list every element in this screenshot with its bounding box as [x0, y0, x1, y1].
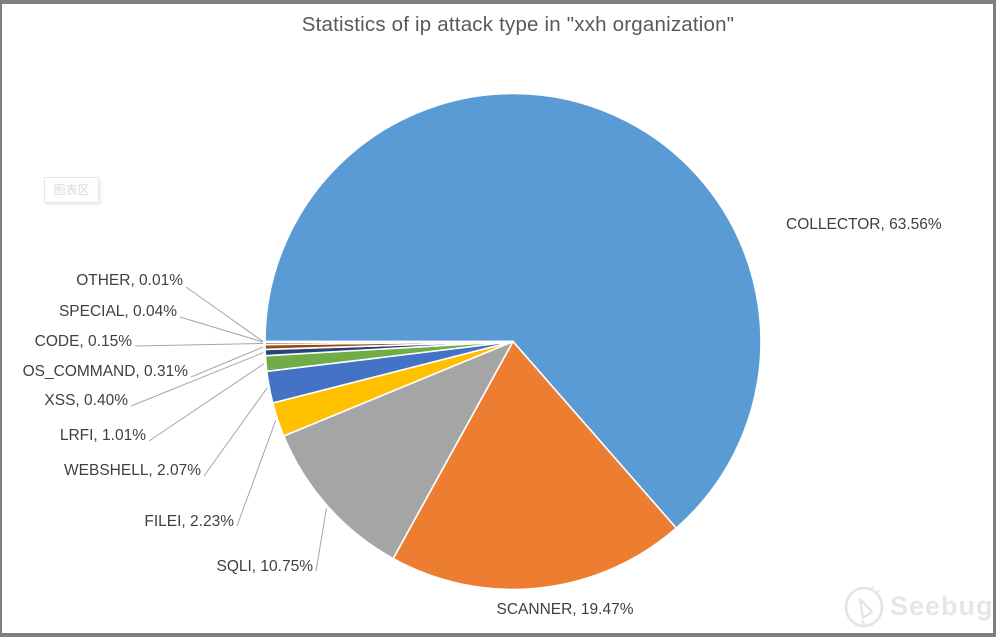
data-label-webshell: WEBSHELL, 2.07% — [64, 462, 201, 479]
scanner-slice[interactable] — [392, 340, 678, 591]
sqli-leader-line — [315, 507, 327, 572]
xss-leader-line — [130, 352, 264, 407]
chart-title: Statistics of ip attack type in "xxh org… — [301, 13, 735, 36]
data-label-scanner: SCANNER, 19.47% — [496, 601, 634, 618]
data-label-lrfi: LRFI, 1.01% — [59, 427, 146, 444]
frame-border-top — [0, 0, 996, 4]
frame-border-left — [0, 0, 2, 637]
data-label-os-command: OS_COMMAND, 0.31% — [22, 363, 188, 380]
sqli-slice[interactable] — [282, 340, 514, 560]
data-label-collector: COLLECTOR, 63.56% — [786, 216, 942, 233]
chart-area-tooltip: 图表区 — [44, 177, 99, 203]
webshell-leader-line — [203, 387, 268, 477]
data-label-code: CODE, 0.15% — [34, 333, 132, 350]
data-label-special: SPECIAL, 0.04% — [58, 303, 177, 320]
filei-leader-line — [236, 420, 277, 527]
special-leader-line — [179, 316, 264, 343]
data-label-filei: FILEI, 2.23% — [144, 513, 234, 530]
collector-slice[interactable] — [264, 92, 762, 529]
data-label-xss: XSS, 0.40% — [44, 392, 128, 409]
data-label-sqli: SQLI, 10.75% — [216, 558, 313, 575]
lrfi-leader-line — [148, 363, 265, 442]
other-leader-line — [185, 286, 264, 342]
os-command-leader-line — [190, 346, 264, 378]
seebug-watermark: Seebug — [840, 583, 993, 633]
data-label-other: OTHER, 0.01% — [76, 272, 183, 289]
code-leader-line — [134, 342, 264, 347]
seebug-logo-icon — [844, 586, 884, 628]
seebug-brand-text: Seebug — [890, 591, 994, 621]
frame-border-right — [993, 0, 996, 637]
frame-border-bottom — [0, 633, 996, 637]
